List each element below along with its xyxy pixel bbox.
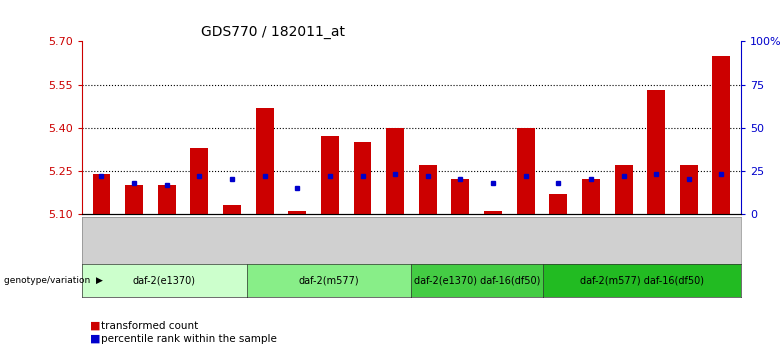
Bar <box>223 205 241 214</box>
Bar <box>582 179 600 214</box>
Bar <box>321 136 339 214</box>
Bar <box>158 185 176 214</box>
Bar <box>289 211 307 214</box>
Text: transformed count: transformed count <box>101 321 199 331</box>
Bar <box>419 165 437 214</box>
Text: genotype/variation  ▶: genotype/variation ▶ <box>4 276 103 285</box>
Bar <box>125 185 143 214</box>
Bar <box>93 174 111 214</box>
Text: GDS770 / 182011_at: GDS770 / 182011_at <box>200 25 345 39</box>
Text: daf-2(m577) daf-16(df50): daf-2(m577) daf-16(df50) <box>580 275 704 285</box>
Text: daf-2(m577): daf-2(m577) <box>299 275 360 285</box>
Text: percentile rank within the sample: percentile rank within the sample <box>101 334 277 344</box>
Bar <box>647 90 665 214</box>
Text: daf-2(e1370) daf-16(df50): daf-2(e1370) daf-16(df50) <box>414 275 541 285</box>
Bar <box>386 128 404 214</box>
Bar <box>353 142 371 214</box>
Bar <box>452 179 470 214</box>
Text: ■: ■ <box>90 321 100 331</box>
Bar <box>615 165 633 214</box>
Bar <box>516 128 534 214</box>
Bar <box>680 165 698 214</box>
Bar <box>712 56 730 214</box>
Bar <box>256 108 274 214</box>
Bar <box>484 211 502 214</box>
Text: daf-2(e1370): daf-2(e1370) <box>133 275 196 285</box>
Bar <box>190 148 208 214</box>
Bar <box>549 194 567 214</box>
Text: ■: ■ <box>90 334 100 344</box>
